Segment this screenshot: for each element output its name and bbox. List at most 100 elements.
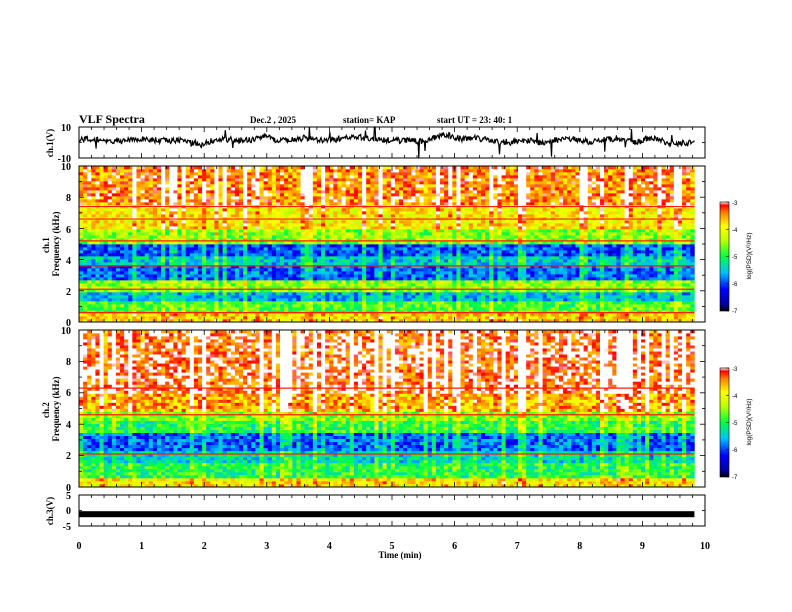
ch1-spectrogram-cell xyxy=(251,271,256,275)
ch1-spectrogram-cell xyxy=(657,286,662,290)
ch1-spectrogram-cell xyxy=(210,316,215,320)
ch1-spectrogram-cell xyxy=(222,277,228,281)
ch1-spectrogram-cell xyxy=(103,274,109,278)
ch1-spectrogram-cell xyxy=(530,313,535,317)
ch1-spectrogram-cell xyxy=(673,250,679,254)
ch1-spectrogram-cell xyxy=(423,277,429,281)
ch1-spectrogram-cell xyxy=(398,268,404,272)
ch1-spectrogram-cell xyxy=(275,289,281,293)
ch1-spectrogram-cell xyxy=(193,223,199,227)
ch1-spectrogram-cell xyxy=(247,259,252,263)
ch1-spectrogram-cell xyxy=(460,235,465,239)
ch1-spectrogram-cell xyxy=(641,298,646,302)
ch1-spectrogram-cell xyxy=(218,313,223,317)
ch1-spectrogram-cell xyxy=(673,256,679,260)
ch1-spectrogram-cell xyxy=(522,283,527,287)
ch1-spectrogram-cell xyxy=(690,313,695,317)
ch1-spectrogram-cell xyxy=(103,241,109,245)
ch1-spectrogram-cell xyxy=(349,277,355,281)
ch1-spectrogram-cell xyxy=(485,298,490,302)
ch1-spectrogram-cell xyxy=(271,229,277,233)
ch1-spectrogram-cell xyxy=(509,313,515,317)
ch1-spectrogram-cell xyxy=(517,295,523,299)
ch1-spectrogram-cell xyxy=(534,268,539,272)
ch1-spectrogram-cell xyxy=(337,280,342,284)
ch1-spectrogram-cell xyxy=(189,235,195,239)
ch1-spectrogram-cell xyxy=(255,280,260,284)
ch1-spectrogram-cell xyxy=(169,265,174,269)
ch1-spectrogram-cell xyxy=(366,265,371,269)
ch1-spectrogram-cell xyxy=(665,286,671,290)
ch1-spectrogram-cell xyxy=(87,265,92,269)
ch1-spectrogram-cell xyxy=(620,226,625,230)
ch1-spectrogram-cell xyxy=(468,319,474,323)
ch1-spectrogram-cell xyxy=(403,232,408,236)
ch1-spectrogram-cell xyxy=(612,298,617,302)
ch1-spectrogram-cell xyxy=(641,316,646,320)
ch1-spectrogram-cell xyxy=(591,283,597,287)
ch1-spectrogram-cell xyxy=(612,262,617,266)
ch1-spectrogram-cell xyxy=(673,271,679,275)
ch1-spectrogram-cell xyxy=(357,229,363,233)
ch1-spectrogram-cell xyxy=(546,289,552,293)
ch1-spectrogram-cell xyxy=(591,313,597,317)
ch1-spectrogram-cell xyxy=(87,232,92,236)
ch1-spectrogram-cell xyxy=(120,277,125,281)
ch1-spectrogram-cell xyxy=(148,259,154,263)
ch1-spectrogram-cell xyxy=(210,223,215,227)
ch1-spectrogram-cell xyxy=(271,244,277,248)
ch1-spectrogram-cell xyxy=(550,283,556,287)
ch1-spectrogram-cell xyxy=(472,277,478,281)
ch1-spectrogram-cell xyxy=(136,250,141,254)
ch1-spectrogram-cell xyxy=(608,298,613,302)
ch1-spectrogram-cell xyxy=(411,286,416,290)
ch1-spectrogram-cell xyxy=(152,226,158,230)
ch1-spectrogram-cell xyxy=(128,319,133,323)
ch1-spectrogram-cell xyxy=(427,292,433,296)
ch1-spectrogram-cell xyxy=(636,310,642,314)
ch1-spectrogram-cell xyxy=(686,313,691,317)
ch1-spectrogram-cell xyxy=(538,316,543,320)
ch1-spectrogram-cell xyxy=(456,277,461,281)
ch1-spectrogram-cell xyxy=(251,298,256,302)
ch1-spectrogram-cell xyxy=(661,226,666,230)
ch1-spectrogram-cell xyxy=(362,277,367,281)
ch1-spectrogram-cell xyxy=(91,271,96,275)
ch1-spectrogram-cell xyxy=(628,298,634,302)
ch1-spectrogram-cell xyxy=(316,256,322,260)
ch1-spectrogram-cell xyxy=(247,268,252,272)
ch1-spectrogram-cell xyxy=(575,232,580,236)
ch1-spectrogram-cell xyxy=(686,316,691,320)
ch1-spectrogram-cell xyxy=(419,286,424,290)
ch1-spectrogram-cell xyxy=(665,244,671,248)
ch1-spectrogram-cell xyxy=(509,262,515,266)
ch1-spectrogram-cell xyxy=(390,316,396,320)
ch1-spectrogram-cell xyxy=(657,256,662,260)
ch1-spectrogram-cell xyxy=(321,289,326,293)
ch1-spectrogram-cell xyxy=(476,235,482,239)
ch1-spectrogram-cell xyxy=(308,268,314,272)
ch1-spectrogram-cell xyxy=(550,280,556,284)
ch1-spectrogram-cell xyxy=(505,310,511,314)
ch1-spectrogram-cell xyxy=(132,256,137,260)
ch1-spectrogram-cell xyxy=(115,226,121,230)
ch1-spectrogram-cell xyxy=(161,277,166,281)
ch1-spectrogram-cell xyxy=(366,256,371,260)
ch1-spectrogram-cell xyxy=(546,313,552,317)
ch1-spectrogram-cell xyxy=(444,274,449,278)
ch1-spectrogram-cell xyxy=(513,301,519,305)
ch1-spectrogram-cell xyxy=(517,319,523,323)
ch1-spectrogram-cell xyxy=(91,298,96,302)
ch1-spectrogram-cell xyxy=(185,292,191,296)
ch1-spectrogram-cell xyxy=(394,313,400,317)
ch1-spectrogram-cell xyxy=(624,289,630,293)
ch1-spectrogram-cell xyxy=(95,259,100,263)
ch1-spectrogram-cell xyxy=(509,289,515,293)
ch1-spectrogram-cell xyxy=(329,226,334,230)
ch1-spectrogram-cell xyxy=(682,256,687,260)
ch1-spectrogram-cell xyxy=(193,232,199,236)
ch1-spectrogram-cell xyxy=(616,292,621,296)
ch1-spectrogram-cell xyxy=(132,313,137,317)
ch1-spectrogram-cell xyxy=(345,292,351,296)
ch1-spectrogram-cell xyxy=(505,319,511,323)
